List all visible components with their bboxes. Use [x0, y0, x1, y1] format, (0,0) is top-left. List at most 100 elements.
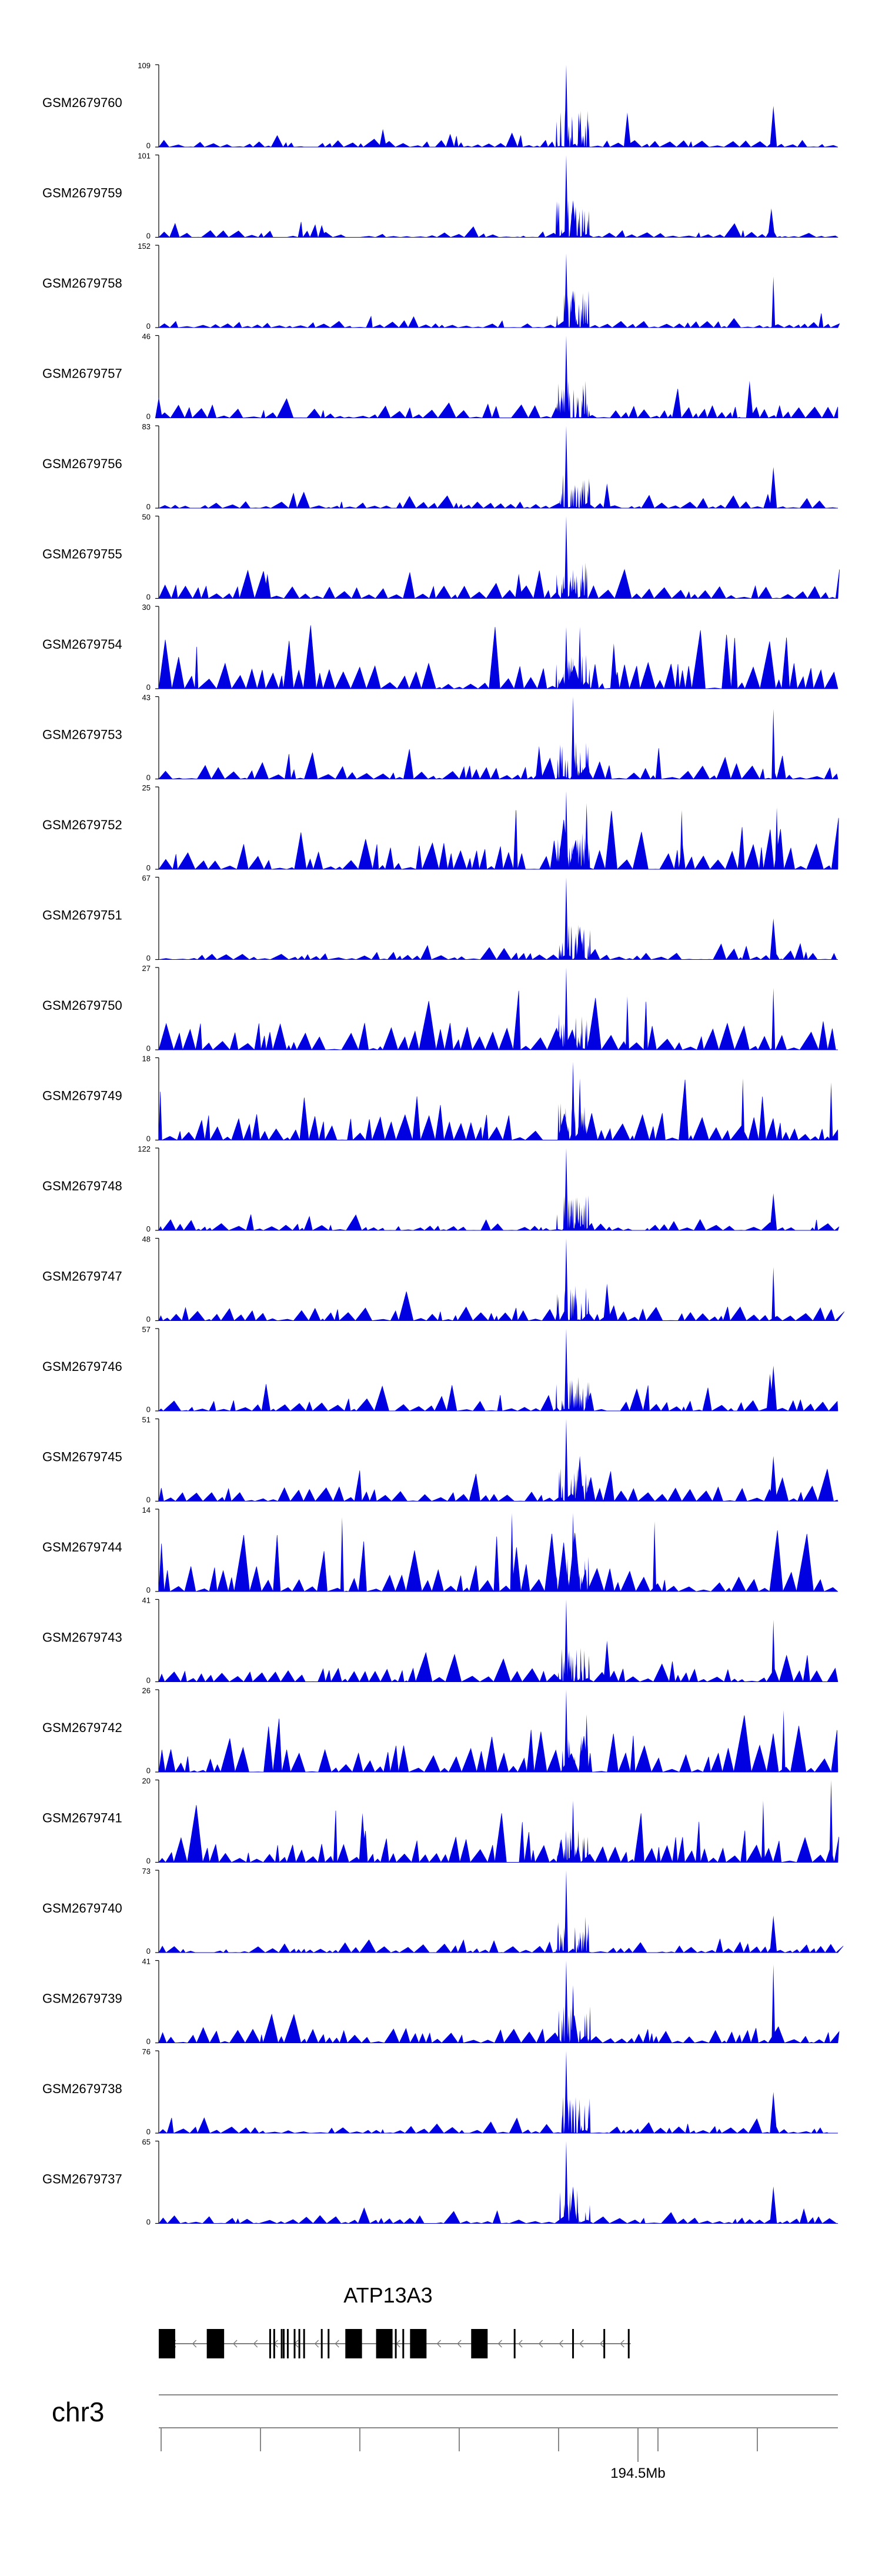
coverage-area	[158, 1715, 838, 1773]
track-label: GSM2679756	[42, 456, 122, 471]
coverage-area	[158, 2013, 840, 2044]
coverage-peak	[603, 1640, 611, 1682]
coverage-peak	[155, 397, 162, 418]
exon-block	[159, 2329, 175, 2358]
coverage-peak	[746, 381, 753, 418]
coverage-peak	[571, 1985, 575, 2043]
coverage-area	[158, 625, 838, 690]
y-max-label: 65	[142, 2138, 151, 2147]
track-GSM2679748: GSM2679748 122 0	[42, 1144, 840, 1233]
coverage-peak	[564, 1599, 568, 1682]
coverage-peak	[770, 2186, 777, 2224]
track-GSM2679742: GSM2679742 26 0	[42, 1686, 838, 1775]
track-GSM2679740: GSM2679740 73 0	[42, 1867, 844, 1956]
strand-arrow	[335, 2340, 339, 2348]
track-GSM2679746: GSM2679746 57 0	[42, 1325, 838, 1414]
track-label: GSM2679741	[42, 1811, 122, 1826]
coverage-area	[158, 1214, 840, 1231]
coverage-area	[158, 1469, 838, 1502]
track-GSM2679757: GSM2679757 46 0	[42, 332, 838, 421]
coverage-cluster	[556, 925, 591, 960]
coverage-cluster	[555, 200, 590, 238]
coverage-cluster	[556, 1645, 591, 1682]
coverage-area	[158, 1291, 845, 1322]
y-min-label: 0	[146, 773, 151, 782]
y-min-label: 0	[146, 1224, 151, 1233]
coverage-peak	[564, 1960, 568, 2043]
coverage-peak	[564, 516, 568, 599]
coverage-cluster	[556, 110, 590, 147]
track-GSM2679751: GSM2679751 67 0	[42, 874, 838, 963]
exon-line	[320, 2329, 323, 2358]
y-max-label: 14	[142, 1506, 151, 1514]
coverage-cluster	[556, 833, 590, 869]
exon-line	[328, 2329, 330, 2358]
strand-arrow	[497, 2340, 502, 2348]
y-max-label: 18	[142, 1055, 151, 1063]
y-max-label: 43	[142, 693, 151, 702]
strand-arrow	[233, 2340, 238, 2348]
exon-line	[293, 2329, 296, 2358]
coverage-peak	[535, 746, 543, 779]
y-min-label: 0	[146, 2037, 151, 2046]
y-max-label: 20	[142, 1777, 151, 1786]
coverage-peak	[781, 1710, 786, 1772]
coverage-peak	[318, 225, 326, 238]
coverage-cluster	[556, 1830, 589, 1863]
y-max-label: 73	[142, 1867, 151, 1876]
coverage-cluster	[557, 742, 590, 779]
gene-track: ATP13A3	[159, 2283, 631, 2358]
coverage-peak	[766, 1374, 774, 1411]
coverage-area	[158, 1651, 838, 1683]
coverage-peak	[571, 696, 575, 779]
coverage-peak	[359, 1813, 366, 1863]
y-min-label: 0	[146, 1676, 151, 1685]
y-min-label: 0	[146, 1315, 151, 1324]
y-max-label: 101	[138, 152, 151, 161]
coverage-peak	[564, 967, 568, 1050]
coverage-area	[158, 2117, 838, 2134]
coverage-area	[158, 313, 840, 328]
track-GSM2679759: GSM2679759 101 0	[42, 152, 839, 241]
exon-line	[513, 2329, 516, 2358]
coverage-area	[158, 389, 838, 419]
y-max-label: 67	[142, 874, 151, 883]
strand-arrow	[599, 2340, 604, 2348]
strand-arrow	[518, 2340, 523, 2348]
coverage-peak	[578, 1078, 582, 1140]
track-label: GSM2679745	[42, 1450, 122, 1464]
exon-block	[410, 2329, 427, 2358]
coverage-peak	[564, 1238, 568, 1321]
y-max-label: 51	[142, 1416, 151, 1424]
track-label: GSM2679738	[42, 2081, 122, 2096]
track-label: GSM2679754	[42, 637, 122, 652]
gene-model	[159, 2329, 631, 2358]
coverage-peak	[564, 426, 568, 508]
gene-name-label: ATP13A3	[343, 2283, 432, 2307]
coverage-peak	[610, 643, 617, 689]
coverage-tracks: GSM2679760 109 0 GSM2679759 101 0 GSM2679758 15…	[42, 61, 845, 2227]
coverage-area	[158, 1938, 844, 1953]
y-min-label: 0	[146, 502, 151, 511]
y-min-label: 0	[146, 1496, 151, 1504]
strand-arrow	[579, 2340, 584, 2348]
y-min-label: 0	[146, 863, 151, 872]
coverage-peak	[263, 573, 271, 599]
track-GSM2679747: GSM2679747 48 0	[42, 1235, 845, 1324]
coverage-peak	[829, 1082, 833, 1140]
strand-arrow	[559, 2340, 563, 2348]
strand-arrow	[192, 2340, 197, 2348]
strand-arrow	[253, 2340, 258, 2348]
track-GSM2679737: GSM2679737 65 0	[42, 2138, 838, 2227]
coverage-peak	[767, 208, 775, 238]
coverage-peak	[770, 106, 777, 147]
track-GSM2679738: GSM2679738 76 0	[42, 2047, 838, 2136]
track-GSM2679744: GSM2679744 14 0	[42, 1506, 838, 1594]
coverage-peak	[603, 483, 611, 508]
track-GSM2679755: GSM2679755 50 0	[42, 513, 840, 602]
coverage-peak	[770, 2092, 777, 2133]
axis-ticks	[161, 2428, 758, 2462]
coverage-peak	[576, 926, 584, 960]
track-label: GSM2679748	[42, 1179, 122, 1193]
track-label: GSM2679743	[42, 1630, 122, 1645]
